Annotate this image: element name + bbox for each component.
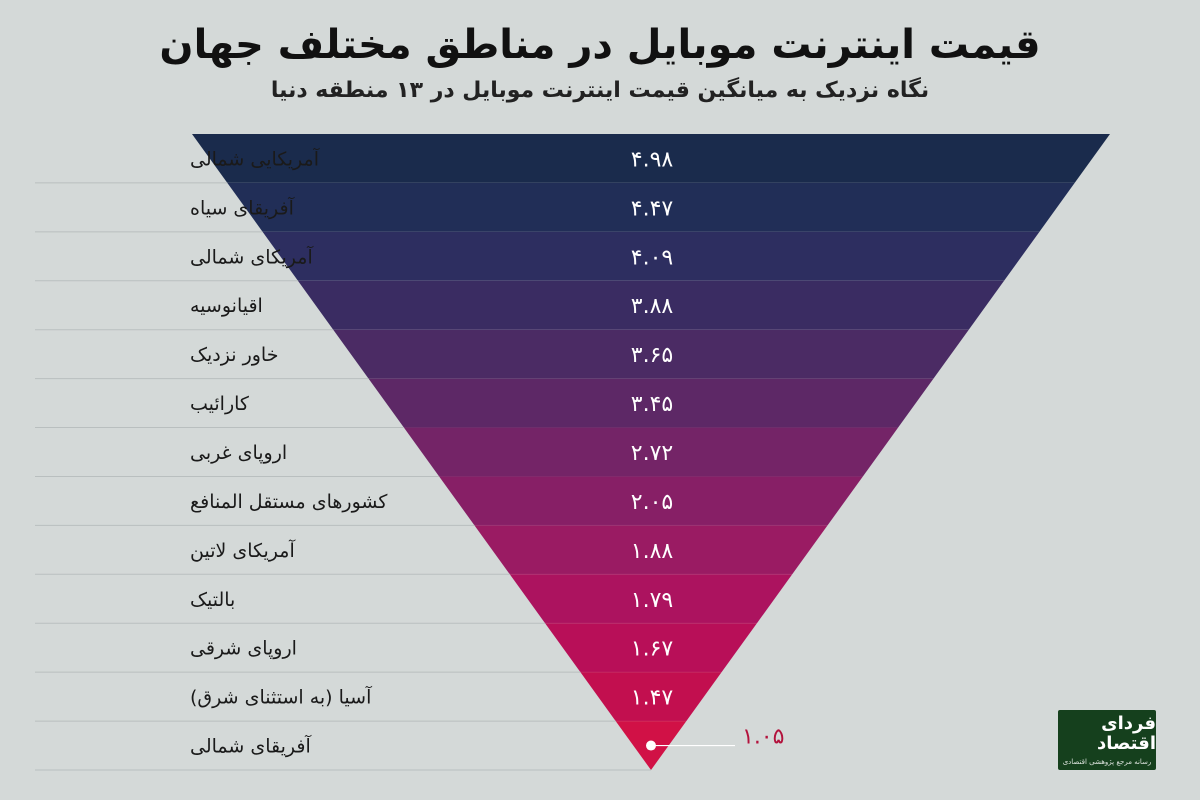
value-label: ۲.۷۲ — [631, 441, 673, 466]
funnel-band — [297, 280, 1005, 330]
category-label: اروپای شرقی — [190, 638, 297, 660]
category-label: کشورهای مستقل المنافع — [190, 491, 388, 513]
value-label: ۲.۰۵ — [631, 490, 673, 515]
funnel-band — [333, 329, 969, 379]
chart-subtitle: نگاه نزدیک به میانگین قیمت اینترنت موبای… — [270, 78, 930, 103]
value-label: ۴.۴۷ — [631, 196, 674, 221]
category-label: اقیانوسیه — [190, 295, 263, 317]
annotation-dot — [646, 740, 656, 751]
value-label: ۴.۹۸ — [631, 147, 674, 172]
logo-tagline: رسانه مرجع پژوهشی اقتصادی — [1062, 757, 1152, 766]
value-label: ۳.۸۸ — [631, 294, 674, 319]
value-label: ۳.۴۵ — [631, 392, 673, 417]
funnel-band — [227, 182, 1075, 232]
funnel-band — [439, 476, 863, 526]
funnel-band — [509, 574, 793, 624]
funnel-band — [368, 378, 934, 428]
category-label: آمریکایی شمالی — [190, 146, 320, 170]
category-label: کارائیب — [190, 393, 250, 415]
category-label: آفریقای شمالی — [190, 734, 311, 758]
value-label: ۳.۶۵ — [631, 343, 673, 368]
category-label: آسیا (به استثنای شرق) — [190, 685, 372, 709]
value-label: ۱.۶۷ — [631, 637, 674, 662]
funnel-band — [192, 134, 1110, 183]
category-label: آمریکای شمالی — [190, 244, 313, 268]
logo-text: فردای اقتصاد — [1096, 713, 1156, 754]
funnel-band — [545, 623, 757, 673]
funnel-band — [262, 231, 1040, 281]
value-label: ۱.۴۷ — [631, 686, 674, 711]
category-label: آمریکای لاتین — [190, 538, 295, 562]
value-label: ۱.۰۵ — [742, 725, 784, 750]
value-label: ۴.۰۹ — [631, 245, 673, 270]
category-label: اروپای غربی — [190, 442, 287, 464]
funnel-band — [403, 427, 899, 477]
category-label: خاور نزدیک — [190, 344, 278, 366]
value-label: ۱.۷۹ — [631, 588, 673, 613]
chart-title: قیمت اینترنت موبایل در مناطق مختلف جهان — [159, 22, 1041, 68]
category-label: بالتیک — [190, 589, 235, 611]
category-label: آفریقای سیاه — [190, 195, 295, 219]
funnel-band — [580, 672, 722, 722]
funnel-band — [474, 525, 828, 575]
value-label: ۱.۸۸ — [631, 539, 674, 564]
brand-logo: فردای اقتصاد رسانه مرجع پژوهشی اقتصادی — [1058, 710, 1156, 770]
